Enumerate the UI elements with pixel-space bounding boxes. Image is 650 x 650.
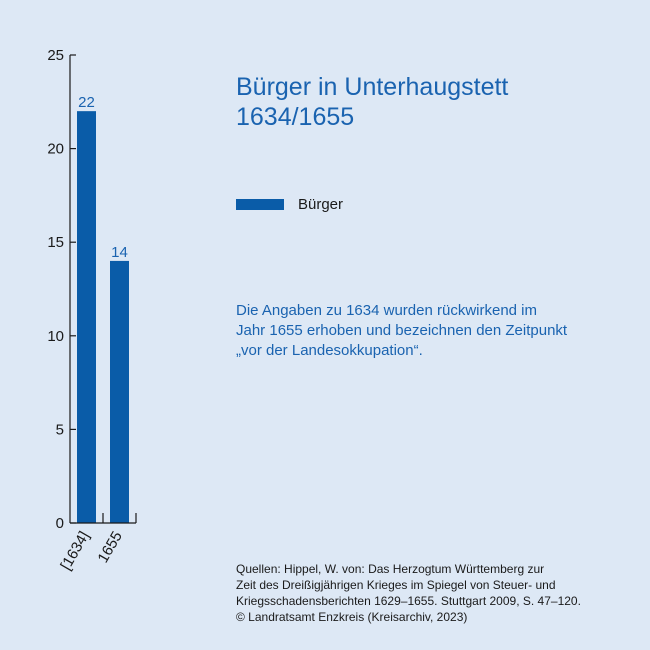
y-tick-label: 15	[47, 234, 64, 251]
bar	[110, 260, 129, 523]
bar-value-label: 14	[111, 244, 128, 261]
note-line-2: Jahr 1655 erhoben und bezeichnen den Zei…	[236, 322, 568, 339]
x-tick-label: [1634]	[57, 528, 93, 573]
copyright-line: © Landratsamt Enzkreis (Kreisarchiv, 202…	[236, 610, 468, 624]
y-tick-label: 10	[47, 328, 64, 345]
chart-title-line-1: Bürger in Unterhaugstett	[236, 73, 509, 101]
chart-title-line-2: 1634/1655	[236, 103, 355, 131]
legend-swatch	[236, 199, 284, 210]
y-tick-label: 20	[47, 141, 64, 158]
sources-line-3: Kriegsschadensberichten 1629–1655. Stutt…	[236, 594, 581, 608]
y-tick-label: 0	[56, 515, 64, 532]
legend: Bürger	[236, 196, 343, 213]
y-tick-label: 25	[47, 47, 64, 64]
sources-line-2: Zeit des Dreißigjährigen Krieges im Spie…	[236, 578, 556, 592]
y-tick-label: 5	[56, 421, 64, 438]
x-tick-label: 1655	[94, 528, 125, 565]
note-line-3: „vor der Landesokkupation“.	[236, 342, 423, 359]
chart-note: Die Angaben zu 1634 wurden rückwirkend i…	[236, 301, 626, 361]
bar	[77, 111, 96, 523]
note-line-1: Die Angaben zu 1634 wurden rückwirkend i…	[236, 302, 538, 319]
legend-label: Bürger	[298, 196, 344, 213]
sources-credit: Quellen: Hippel, W. von: Das Herzogtum W…	[236, 561, 636, 625]
bar-value-label: 22	[78, 94, 95, 111]
chart-title: Bürger in Unterhaugstett 1634/1655	[236, 72, 508, 132]
sources-line-1: Quellen: Hippel, W. von: Das Herzogtum W…	[236, 562, 545, 576]
